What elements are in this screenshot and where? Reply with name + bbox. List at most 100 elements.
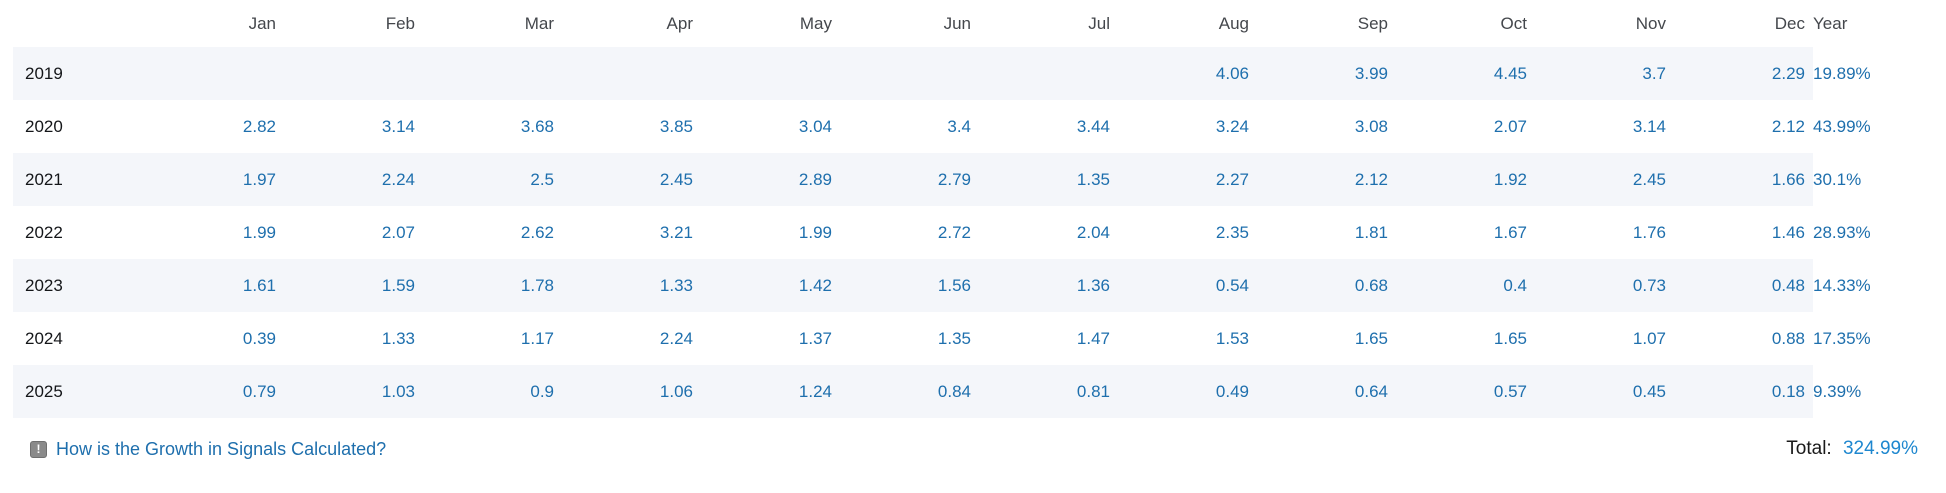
cell-2021-nov: 2.45 — [1535, 153, 1674, 206]
year-total-link-2024[interactable]: 17.35% — [1813, 328, 1871, 348]
month-value-link-2019-nov[interactable]: 3.7 — [1642, 63, 1666, 83]
month-value-link-2023-aug[interactable]: 0.54 — [1215, 275, 1249, 295]
month-value-link-2023-jul[interactable]: 1.36 — [1076, 275, 1110, 295]
month-value-link-2021-jan[interactable]: 1.97 — [242, 169, 276, 189]
month-value-link-2022-jan[interactable]: 1.99 — [242, 222, 276, 242]
month-value-link-2024-jun[interactable]: 1.35 — [937, 328, 971, 348]
month-value-link-2025-mar[interactable]: 0.9 — [530, 381, 554, 401]
cell-2023-mar: 1.78 — [423, 259, 562, 312]
month-value-link-2022-feb[interactable]: 2.07 — [381, 222, 415, 242]
month-value-link-2025-dec[interactable]: 0.18 — [1771, 381, 1805, 401]
year-total-link-2025[interactable]: 9.39% — [1813, 381, 1862, 401]
month-value-link-2021-mar[interactable]: 2.5 — [530, 169, 554, 189]
month-value-link-2021-nov[interactable]: 2.45 — [1632, 169, 1666, 189]
month-value-link-2020-sep[interactable]: 3.08 — [1354, 116, 1388, 136]
month-value-link-2020-nov[interactable]: 3.14 — [1632, 116, 1666, 136]
month-value-link-2021-apr[interactable]: 2.45 — [659, 169, 693, 189]
month-value-link-2022-aug[interactable]: 2.35 — [1215, 222, 1249, 242]
cell-2025-may: 1.24 — [701, 365, 840, 418]
month-value-link-2025-may[interactable]: 1.24 — [798, 381, 832, 401]
month-value-link-2020-jun[interactable]: 3.4 — [947, 116, 971, 136]
month-value-link-2025-aug[interactable]: 0.49 — [1215, 381, 1249, 401]
month-value-link-2020-dec[interactable]: 2.12 — [1771, 116, 1805, 136]
table-row-2025: 2025 0.79 1.03 0.9 1.06 1.24 0.84 0.81 0.49 0.64 0… — [13, 365, 1861, 418]
month-value-link-2023-may[interactable]: 1.42 — [798, 275, 832, 295]
month-value-link-2024-sep[interactable]: 1.65 — [1354, 328, 1388, 348]
year-total-link-2020[interactable]: 43.99% — [1813, 116, 1871, 136]
month-value-link-2021-aug[interactable]: 2.27 — [1215, 169, 1249, 189]
month-value-link-2023-sep[interactable]: 0.68 — [1354, 275, 1388, 295]
month-value-link-2025-nov[interactable]: 0.45 — [1632, 381, 1666, 401]
year-total-link-2022[interactable]: 28.93% — [1813, 222, 1871, 242]
year-total-link-2021[interactable]: 30.1% — [1813, 169, 1862, 189]
month-value-link-2022-mar[interactable]: 2.62 — [520, 222, 554, 242]
info-icon[interactable]: ! — [30, 440, 47, 458]
year-total-link-2023[interactable]: 14.33% — [1813, 275, 1871, 295]
month-value-link-2022-jul[interactable]: 2.04 — [1076, 222, 1110, 242]
cell-2022-apr: 3.21 — [562, 206, 701, 259]
month-value-link-2024-jan[interactable]: 0.39 — [242, 328, 276, 348]
month-value-link-2024-mar[interactable]: 1.17 — [520, 328, 554, 348]
growth-calculation-link[interactable]: How is the Growth in Signals Calculated? — [56, 438, 387, 459]
month-value-link-2021-dec[interactable]: 1.66 — [1771, 169, 1805, 189]
month-value-link-2024-apr[interactable]: 2.24 — [659, 328, 693, 348]
month-value-link-2024-dec[interactable]: 0.88 — [1771, 328, 1805, 348]
cell-2024-aug: 1.53 — [1118, 312, 1257, 365]
month-value-link-2024-nov[interactable]: 1.07 — [1632, 328, 1666, 348]
month-value-link-2023-dec[interactable]: 0.48 — [1771, 275, 1805, 295]
month-value-link-2019-aug[interactable]: 4.06 — [1215, 63, 1249, 83]
month-value-link-2019-dec[interactable]: 2.29 — [1771, 63, 1805, 83]
cell-2023-oct: 0.4 — [1396, 259, 1535, 312]
total-value-link[interactable]: 324.99% — [1842, 438, 1918, 459]
month-value-link-2023-mar[interactable]: 1.78 — [520, 275, 554, 295]
month-value-link-2023-feb[interactable]: 1.59 — [381, 275, 415, 295]
month-value-link-2021-sep[interactable]: 2.12 — [1354, 169, 1388, 189]
month-value-link-2025-oct[interactable]: 0.57 — [1493, 381, 1527, 401]
column-header-mar: Mar — [524, 13, 554, 33]
cell-2025-oct: 0.57 — [1396, 365, 1535, 418]
month-value-link-2020-apr[interactable]: 3.85 — [659, 116, 693, 136]
month-value-link-2020-feb[interactable]: 3.14 — [381, 116, 415, 136]
month-value-link-2024-oct[interactable]: 1.65 — [1493, 328, 1527, 348]
month-value-link-2023-jun[interactable]: 1.56 — [937, 275, 971, 295]
month-value-link-2023-jan[interactable]: 1.61 — [242, 275, 276, 295]
month-value-link-2025-jun[interactable]: 0.84 — [937, 381, 971, 401]
month-value-link-2021-feb[interactable]: 2.24 — [381, 169, 415, 189]
month-value-link-2024-feb[interactable]: 1.33 — [381, 328, 415, 348]
month-value-link-2022-nov[interactable]: 1.76 — [1632, 222, 1666, 242]
month-value-link-2020-aug[interactable]: 3.24 — [1215, 116, 1249, 136]
month-value-link-2023-oct[interactable]: 0.4 — [1503, 275, 1527, 295]
month-value-link-2020-oct[interactable]: 2.07 — [1493, 116, 1527, 136]
month-value-link-2020-jul[interactable]: 3.44 — [1076, 116, 1110, 136]
month-value-link-2022-oct[interactable]: 1.67 — [1493, 222, 1527, 242]
month-value-link-2025-jan[interactable]: 0.79 — [242, 381, 276, 401]
month-value-link-2021-oct[interactable]: 1.92 — [1493, 169, 1527, 189]
month-value-link-2020-jan[interactable]: 2.82 — [242, 116, 276, 136]
month-value-link-2022-apr[interactable]: 3.21 — [659, 222, 693, 242]
table-row-2023: 2023 1.61 1.59 1.78 1.33 1.42 1.56 1.36 0.54 0.68… — [13, 259, 1871, 312]
cell-2020-apr: 3.85 — [562, 100, 701, 153]
month-value-link-2024-aug[interactable]: 1.53 — [1215, 328, 1249, 348]
month-value-link-2023-apr[interactable]: 1.33 — [659, 275, 693, 295]
month-value-link-2023-nov[interactable]: 0.73 — [1632, 275, 1666, 295]
month-value-link-2019-sep[interactable]: 3.99 — [1354, 63, 1388, 83]
month-value-link-2019-oct[interactable]: 4.45 — [1493, 63, 1527, 83]
month-value-link-2022-may[interactable]: 1.99 — [798, 222, 832, 242]
month-value-link-2022-jun[interactable]: 2.72 — [937, 222, 971, 242]
year-total-link-2019[interactable]: 19.89% — [1813, 63, 1871, 83]
month-value-link-2024-may[interactable]: 1.37 — [798, 328, 832, 348]
month-value-link-2021-jun[interactable]: 2.79 — [937, 169, 971, 189]
month-value-link-2022-dec[interactable]: 1.46 — [1771, 222, 1805, 242]
month-value-link-2024-jul[interactable]: 1.47 — [1076, 328, 1110, 348]
month-value-link-2025-feb[interactable]: 1.03 — [381, 381, 415, 401]
signals-growth-table: Jan Feb Mar Apr May Jun Jul Aug Sep Oct Nov Dec Year… — [13, 0, 1871, 418]
month-value-link-2025-sep[interactable]: 0.64 — [1354, 381, 1388, 401]
month-value-link-2021-jul[interactable]: 1.35 — [1076, 169, 1110, 189]
month-value-link-2022-sep[interactable]: 1.81 — [1354, 222, 1388, 242]
month-value-link-2020-may[interactable]: 3.04 — [798, 116, 832, 136]
cell-2024-nov: 1.07 — [1535, 312, 1674, 365]
month-value-link-2021-may[interactable]: 2.89 — [798, 169, 832, 189]
month-value-link-2020-mar[interactable]: 3.68 — [520, 116, 554, 136]
month-value-link-2025-jul[interactable]: 0.81 — [1076, 381, 1110, 401]
month-value-link-2025-apr[interactable]: 1.06 — [659, 381, 693, 401]
